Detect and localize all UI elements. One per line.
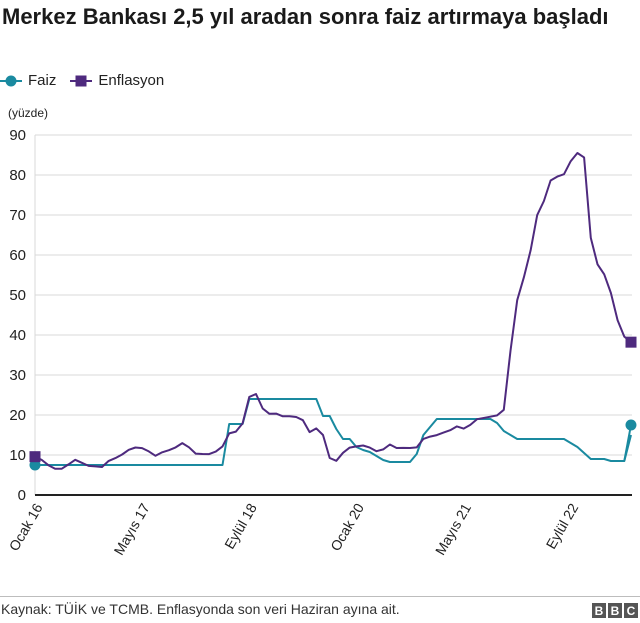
y-tick-label: 90	[9, 127, 26, 144]
x-tick-label: Mayıs 17	[110, 500, 152, 557]
bbc-logo-b2: B	[608, 603, 622, 618]
x-tick-label: Eylül 18	[221, 500, 260, 551]
x-tick-label: Mayıs 21	[432, 500, 474, 557]
y-tick-label: 10	[9, 447, 26, 464]
x-tick-label: Ocak 20	[327, 500, 367, 553]
chart-title: Merkez Bankası 2,5 yıl aradan sonra faiz…	[2, 4, 609, 29]
bbc-logo-b1: B	[592, 603, 606, 618]
y-tick-label: 40	[9, 327, 26, 344]
bbc-logo-c: C	[624, 603, 638, 618]
x-tick-label: Ocak 16	[6, 500, 46, 553]
legend-label-enflasyon: Enflasyon	[98, 72, 165, 89]
legend-item-faiz: Faiz	[0, 72, 56, 89]
enflasyon-start-marker	[29, 451, 41, 463]
legend-label-faiz: Faiz	[28, 72, 57, 89]
y-tick-label: 70	[9, 207, 26, 224]
y-tick-label: 80	[9, 167, 26, 184]
y-axis-ticks: 0 10 20 30 40 50 60 70 80 90	[9, 127, 26, 504]
source-note: Kaynak: TÜİK ve TCMB. Enflasyonda son ve…	[1, 601, 400, 617]
y-tick-label: 30	[9, 367, 26, 384]
square-marker-icon	[70, 75, 93, 86]
y-tick-label: 60	[9, 247, 26, 264]
enflasyon-end-marker	[625, 336, 637, 348]
faiz-end-marker	[625, 419, 637, 431]
legend-item-enflasyon: Enflasyon	[70, 72, 164, 89]
series-line-enflasyon	[34, 152, 632, 470]
series-lines	[29, 152, 637, 471]
footer-divider	[0, 596, 640, 597]
y-axis-unit: (yüzde)	[8, 106, 49, 120]
gridlines	[34, 134, 632, 496]
circle-marker-icon	[0, 75, 22, 86]
legend: Faiz Enflasyon	[0, 72, 178, 89]
line-chart: 0 10 20 30 40 50 60 70 80 90 Ocak 16 Mayıs 17 Eylül…	[6, 127, 637, 558]
x-tick-label: Eylül 22	[543, 500, 582, 551]
faiz-start-marker	[29, 459, 41, 471]
y-tick-label: 50	[9, 287, 26, 304]
y-tick-label: 20	[9, 407, 26, 424]
x-axis-ticks: Ocak 16 Mayıs 17 Eylül 18 Ocak 20 Mayıs 21 Ey…	[6, 500, 582, 557]
y-tick-label: 0	[18, 487, 26, 504]
bbc-logo: B B C	[592, 603, 638, 618]
series-line-faiz	[35, 398, 632, 466]
